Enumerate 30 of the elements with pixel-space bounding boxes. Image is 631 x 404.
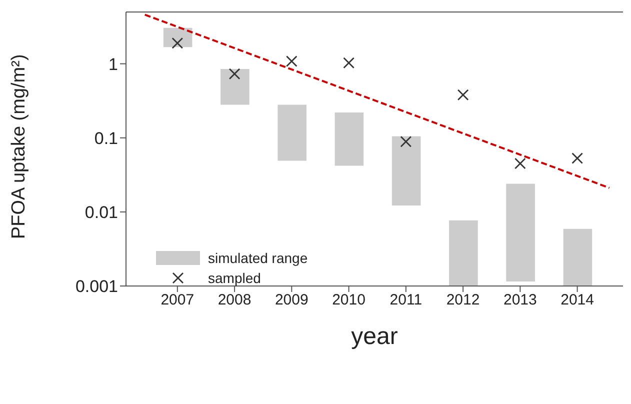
x-tick-label: 2012 xyxy=(446,292,480,309)
y-tick-label: 1 xyxy=(108,54,118,74)
x-tick-label: 2014 xyxy=(560,292,594,309)
legend-label: sampled xyxy=(208,269,261,288)
point xyxy=(457,89,469,101)
bar xyxy=(334,112,364,166)
x-tick-label: 2013 xyxy=(503,292,537,309)
bar xyxy=(449,220,478,286)
point xyxy=(514,158,526,170)
x-tick-label: 2010 xyxy=(332,292,366,309)
bar xyxy=(278,104,306,161)
x-tick-label: 2009 xyxy=(274,292,308,309)
point xyxy=(400,136,412,148)
x-tick-label: 2011 xyxy=(390,292,422,309)
bar xyxy=(392,136,421,206)
x-axis-title: year xyxy=(351,323,398,350)
point xyxy=(228,68,240,80)
y-tick-label: 0.1 xyxy=(94,128,118,148)
bar xyxy=(220,69,250,105)
bar xyxy=(506,184,535,282)
x-tick-label: 2007 xyxy=(160,292,194,309)
bar xyxy=(563,228,592,286)
point xyxy=(286,56,298,67)
y-tick-label: 0.01 xyxy=(84,202,118,222)
point xyxy=(343,57,354,69)
legend-label: simulated range xyxy=(208,249,308,268)
y-axis-title: PFOA uptake (mg/m²) xyxy=(8,54,30,239)
x-tick-label: 2008 xyxy=(218,292,252,309)
point xyxy=(572,152,583,164)
y-tick-label: 0.001 xyxy=(75,277,118,296)
